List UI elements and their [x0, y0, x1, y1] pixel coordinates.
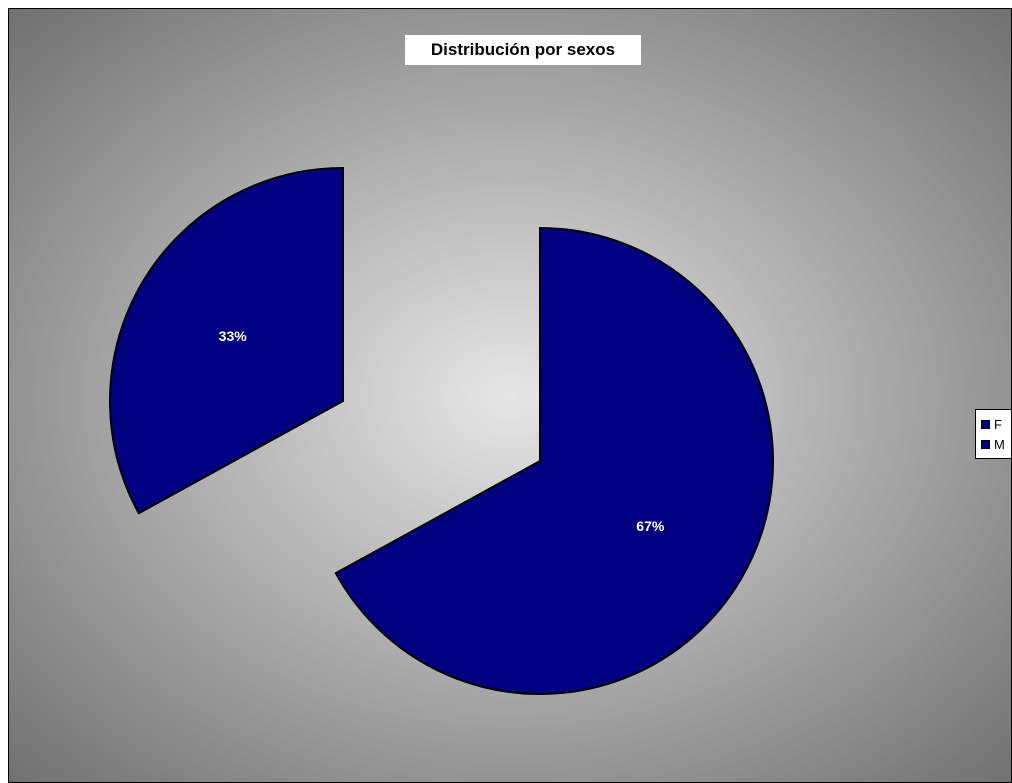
chart-title: Distribución por sexos [405, 35, 641, 65]
legend-label-f: F [994, 416, 1002, 432]
pie-chart: 67% 33% [9, 9, 1011, 782]
legend-label-m: M [994, 436, 1005, 452]
pie-slice-f [334, 226, 775, 695]
slice-label-m: 33% [219, 328, 248, 344]
pie-slice-m [109, 166, 344, 515]
chart-area: 67% 33% Distribución por sexos F M [8, 8, 1012, 783]
legend-swatch-m [981, 439, 990, 449]
legend: F M [975, 409, 1011, 459]
legend-item-f: F [981, 414, 1011, 434]
slice-label-f: 67% [636, 518, 665, 534]
legend-item-m: M [981, 434, 1011, 454]
legend-swatch-f [981, 419, 990, 429]
